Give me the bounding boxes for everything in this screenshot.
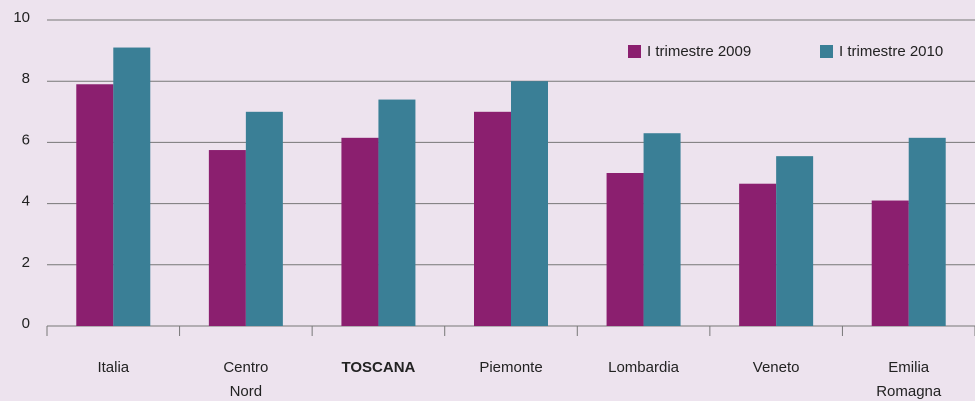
legend-label: I trimestre 2009 <box>647 43 751 60</box>
bar <box>76 84 114 326</box>
legend-swatch <box>820 45 833 58</box>
y-tick-label: 10 <box>13 9 30 26</box>
bar <box>511 81 548 326</box>
legend-label: I trimestre 2010 <box>839 43 943 60</box>
y-tick-label: 4 <box>22 193 30 210</box>
legend-swatch <box>628 45 641 58</box>
y-tick-label: 0 <box>22 315 30 332</box>
bar <box>739 183 777 326</box>
y-tick-label: 2 <box>22 254 30 271</box>
x-tick-label: Italia <box>97 359 129 376</box>
x-tick-label: Lombardia <box>608 359 680 376</box>
bar <box>341 137 379 326</box>
bar <box>378 99 416 326</box>
x-tick-label: TOSCANA <box>341 359 415 376</box>
bar <box>474 111 511 326</box>
bar <box>643 133 681 326</box>
bar <box>908 137 946 326</box>
bar <box>113 47 151 326</box>
bar <box>606 173 644 326</box>
bar <box>245 111 283 326</box>
x-tick-label: Centro Nord <box>223 359 268 400</box>
x-tick-label: Veneto <box>753 359 800 376</box>
x-tick-label: Emilia Romagna <box>876 359 942 400</box>
y-tick-label: 8 <box>22 70 30 87</box>
bar <box>208 150 246 326</box>
y-tick-label: 6 <box>22 131 30 148</box>
bar <box>871 200 909 326</box>
bar <box>776 156 814 326</box>
x-tick-label: Piemonte <box>479 359 542 376</box>
